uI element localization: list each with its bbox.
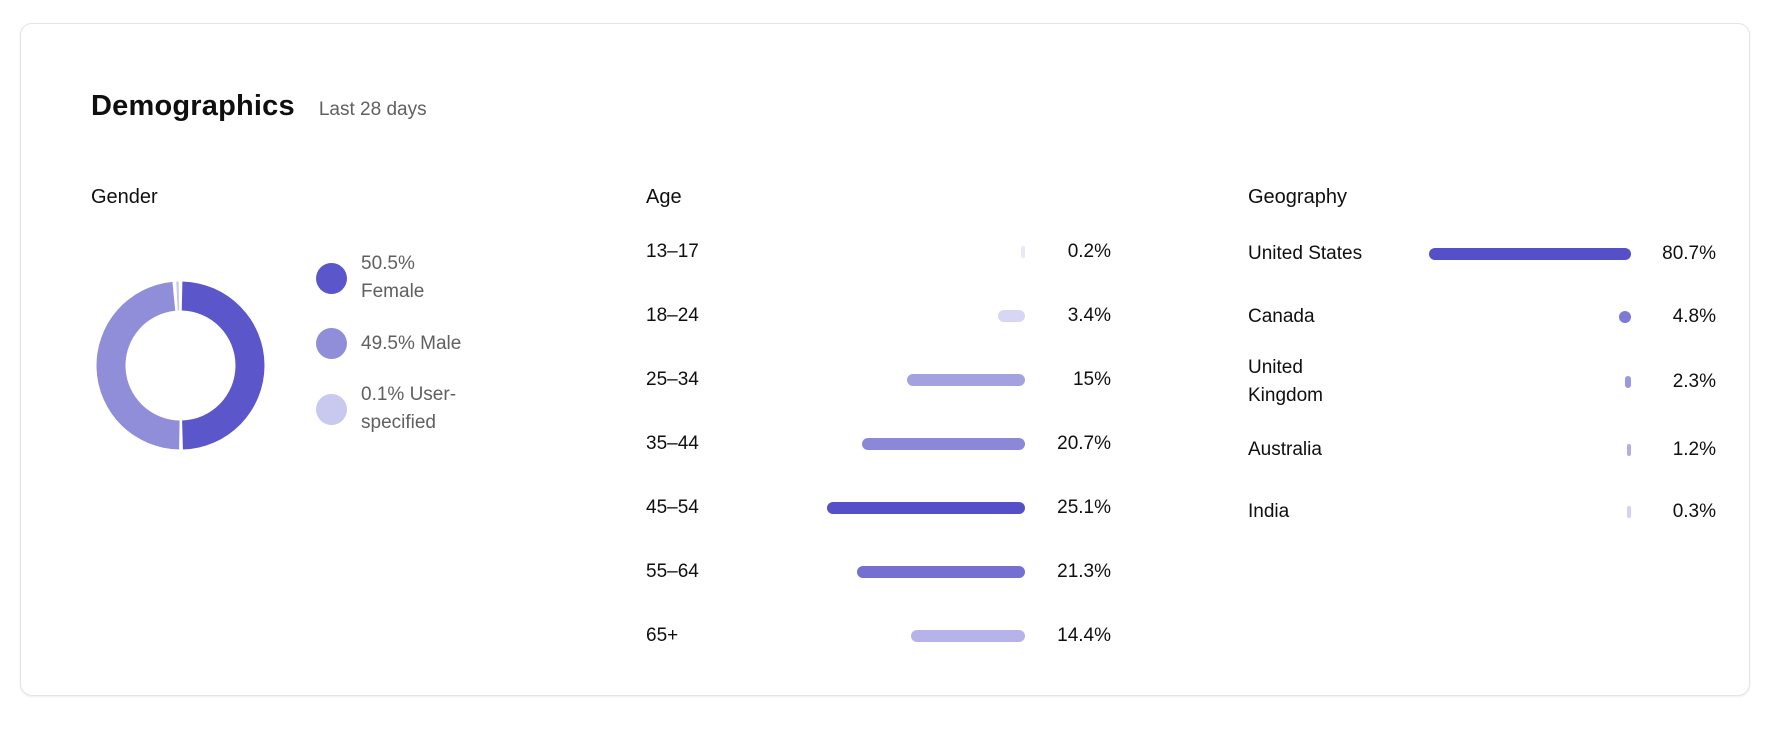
age-bar <box>856 566 1025 578</box>
age-row: 45–54 25.1% <box>646 494 1111 522</box>
age-value: 0.2% <box>1067 241 1111 262</box>
period-label: Last 28 days <box>318 99 427 120</box>
age-label: 35–44 <box>646 433 699 454</box>
age-row: 25–34 15% <box>646 366 1111 394</box>
age-label: 55–64 <box>646 561 699 582</box>
legend-swatch-icon <box>316 328 347 359</box>
age-value: 14.4% <box>1057 625 1111 646</box>
age-label: 45–54 <box>646 497 699 518</box>
geography-label: Canada <box>1248 306 1315 327</box>
age-label: 18–24 <box>646 305 699 326</box>
donut-slice-male <box>96 281 180 450</box>
legend-swatch-icon <box>316 393 347 425</box>
legend-swatch-icon <box>316 262 347 294</box>
age-bar <box>906 374 1025 386</box>
geography-label: United Kingdom <box>1248 357 1323 406</box>
donut-slice-female <box>181 281 265 450</box>
geography-value: 0.3% <box>1672 501 1716 522</box>
age-row: 55–64 21.3% <box>646 558 1111 586</box>
age-value: 3.4% <box>1067 305 1111 326</box>
age-bar <box>827 502 1025 514</box>
age-row: 13–17 0.2% <box>646 238 1111 266</box>
geography-label: United States <box>1248 243 1363 264</box>
gender-section-title: Gender <box>91 186 158 208</box>
card-header: Demographics Last 28 days <box>91 90 427 123</box>
geography-bar <box>1627 444 1631 456</box>
age-row: 35–44 20.7% <box>646 430 1111 458</box>
age-value: 20.7% <box>1057 433 1111 454</box>
geography-row: Canada 4.8% <box>1248 288 1716 346</box>
age-row: 18–24 3.4% <box>646 302 1111 330</box>
geography-row: United States 80.7% <box>1248 225 1716 283</box>
age-label: 13–17 <box>646 241 699 262</box>
age-value: 25.1% <box>1057 497 1111 518</box>
age-section-title: Age <box>646 186 682 208</box>
age-bar <box>861 438 1025 450</box>
geography-row: Australia 1.2% <box>1248 421 1716 479</box>
gender-legend-item: 0.1% User-specified <box>316 381 516 437</box>
demographics-card: Demographics Last 28 days Gender Age Geo… <box>20 23 1750 696</box>
geography-value: 2.3% <box>1672 371 1716 392</box>
age-label: 25–34 <box>646 369 699 390</box>
age-bar <box>1021 246 1025 258</box>
geography-row: India 0.3% <box>1248 483 1716 541</box>
geography-bar <box>1625 376 1631 388</box>
geography-section-title: Geography <box>1248 186 1347 208</box>
geography-value: 4.8% <box>1672 306 1716 327</box>
geography-row: United Kingdom 2.3% <box>1248 353 1716 411</box>
age-bar <box>911 630 1025 642</box>
gender-donut-chart <box>96 281 265 450</box>
geography-bar <box>1429 248 1631 260</box>
age-bar <box>998 310 1025 322</box>
age-label: 65+ <box>646 625 679 646</box>
age-row: 65+ 14.4% <box>646 622 1111 650</box>
donut-slice-user-specified <box>176 281 180 311</box>
legend-label: 50.5% Female <box>361 253 425 302</box>
geography-label: Australia <box>1248 439 1322 460</box>
geography-label: India <box>1248 501 1290 522</box>
gender-legend: 50.5% Female 49.5% Male 0.1% User-specifie… <box>316 250 516 459</box>
age-value: 15% <box>1072 369 1111 390</box>
gender-legend-item: 49.5% Male <box>316 328 516 359</box>
age-value: 21.3% <box>1057 561 1111 582</box>
legend-label: 49.5% Male <box>361 332 462 354</box>
gender-legend-item: 50.5% Female <box>316 250 516 306</box>
geography-bar <box>1627 506 1631 518</box>
card-title: Demographics <box>91 90 295 122</box>
geography-value: 1.2% <box>1672 439 1716 460</box>
geography-value: 80.7% <box>1662 243 1716 264</box>
legend-label: 0.1% User-specified <box>361 384 457 433</box>
geography-bar <box>1619 311 1631 323</box>
